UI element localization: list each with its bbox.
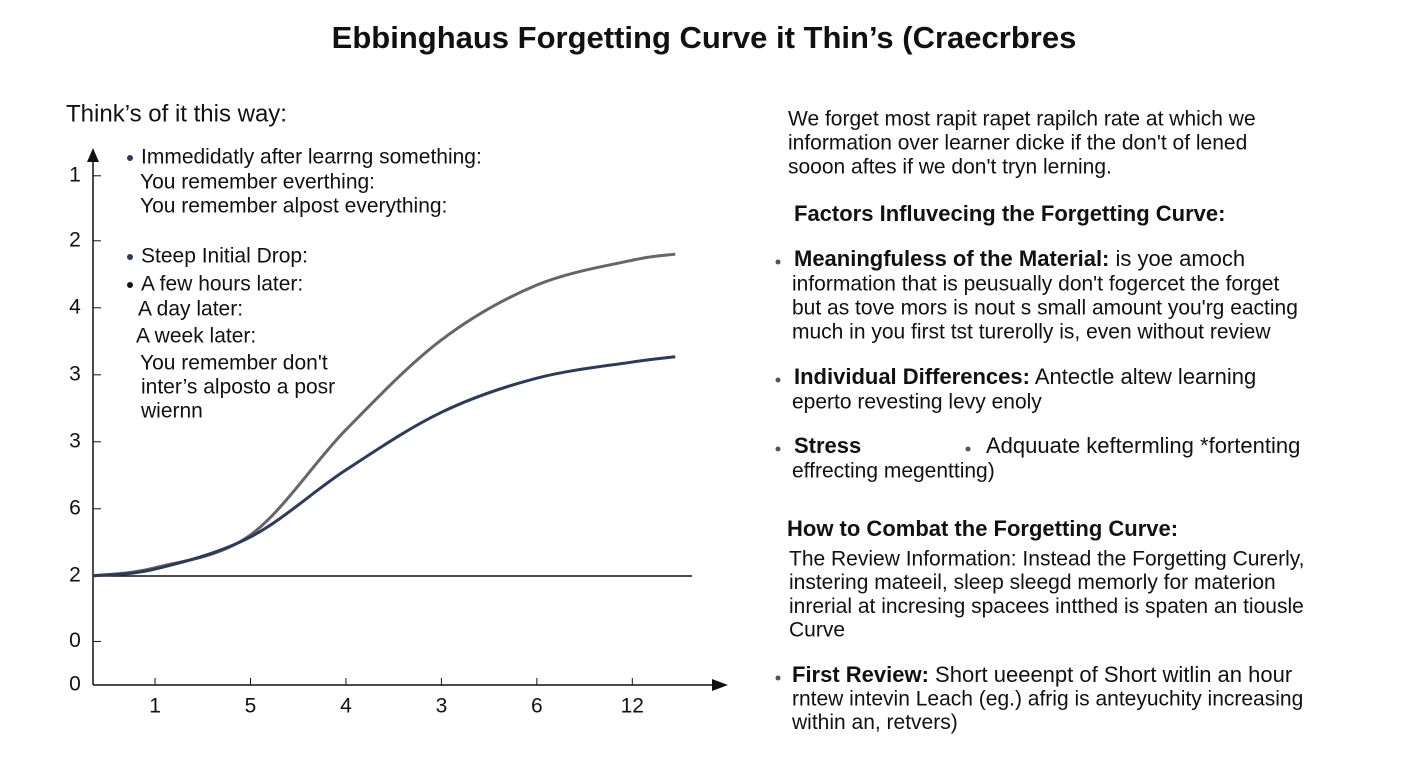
bullet — [775, 259, 781, 265]
text: information that is peusually don't foge… — [792, 273, 1279, 296]
text: Steep Initial Drop: — [141, 245, 308, 268]
text: A day later: — [138, 298, 243, 321]
text: You remember everthing: — [140, 171, 375, 194]
curve — [92, 355, 676, 578]
bullet — [775, 675, 781, 681]
text: How to Combat the Forgetting Curve: — [787, 516, 1178, 541]
x-tick-label: 6 — [531, 695, 543, 718]
text: You remember alpost everything: — [140, 195, 447, 218]
text: Think’s of it this way: — [66, 100, 287, 127]
text: inrerial at incresing spacees intthed is… — [789, 595, 1304, 618]
text: information over learner dicke if the do… — [788, 132, 1247, 155]
text: Stress — [794, 433, 861, 458]
text: within an, retvers) — [791, 711, 958, 734]
text: effrecting megentting) — [792, 460, 995, 483]
arrow — [712, 679, 728, 691]
bullet — [127, 155, 133, 161]
bullets — [127, 155, 971, 681]
axes — [87, 148, 728, 691]
text: Factors Influvecing the Forgetting Curve… — [794, 201, 1225, 226]
y-tick-label: 3 — [69, 429, 81, 452]
text: A few hours later: — [141, 273, 303, 296]
text: First Review: Short ueeenpt of Short wit… — [792, 662, 1292, 687]
y-tick-label: 0 — [69, 673, 81, 696]
text: We forget most rapit rapet rapilch rate … — [788, 108, 1256, 131]
title: Ebbinghaus Forgetting Curve it Thin’s (C… — [332, 20, 1077, 55]
bold-text: First Review: — [792, 662, 929, 687]
y-tick-label: 0 — [69, 629, 81, 652]
bullet — [775, 377, 781, 383]
y-tick-label: 3 — [69, 362, 81, 385]
y-tick-label: 1 — [69, 163, 81, 186]
x-tick-label: 1 — [149, 695, 161, 718]
bullet — [775, 446, 781, 452]
text: You remember don't — [140, 352, 328, 375]
text: but as tove mors is nout s small amount … — [792, 297, 1298, 320]
text: Antectle altew learning — [1030, 364, 1256, 389]
y-tick-label: 2 — [69, 563, 81, 586]
text: The Review Information: Instead the Forg… — [789, 548, 1305, 571]
text: is yoe amoch — [1109, 246, 1245, 271]
y-tick-label: 6 — [69, 496, 81, 519]
bullet — [127, 282, 133, 288]
text: Short ueeenpt of Short witlin an hour — [929, 662, 1292, 687]
text: eperto revesting levy enoly — [792, 391, 1042, 414]
text: instering mateeil, sleep sleegd memorly … — [789, 571, 1276, 594]
bold-text: Individual Differences: — [794, 364, 1030, 389]
x-tick-label: 12 — [621, 695, 644, 718]
text: Meaningfuless of the Material: is yoe am… — [794, 246, 1245, 271]
bullet — [127, 254, 133, 260]
bullet — [965, 446, 971, 452]
x-tick-label: 3 — [436, 695, 448, 718]
bold-text: Meaningfuless of the Material: — [794, 246, 1109, 271]
text: wiernn — [140, 400, 203, 423]
text: Adquuate keftermling *fortenting — [986, 433, 1300, 458]
text: Curve — [789, 619, 845, 642]
text: rntew intevin Leach (eg.) afrig is antey… — [792, 688, 1303, 711]
text: inter’s alposto a posr — [141, 376, 335, 399]
text: A week later: — [136, 325, 256, 348]
text: much in you first tst turerolly is, even… — [792, 321, 1271, 344]
y-tick-label: 4 — [69, 295, 81, 318]
text: Individual Differences: Antectle altew l… — [794, 364, 1256, 389]
y-tick-label: 2 — [69, 228, 81, 251]
x-tick-label: 4 — [340, 695, 352, 718]
text: sooon aftes if we don't tryn lerning. — [788, 156, 1112, 179]
text: Immedidatly after learrng something: — [141, 146, 482, 169]
arrow — [87, 148, 99, 162]
x-tick-label: 5 — [245, 695, 257, 718]
